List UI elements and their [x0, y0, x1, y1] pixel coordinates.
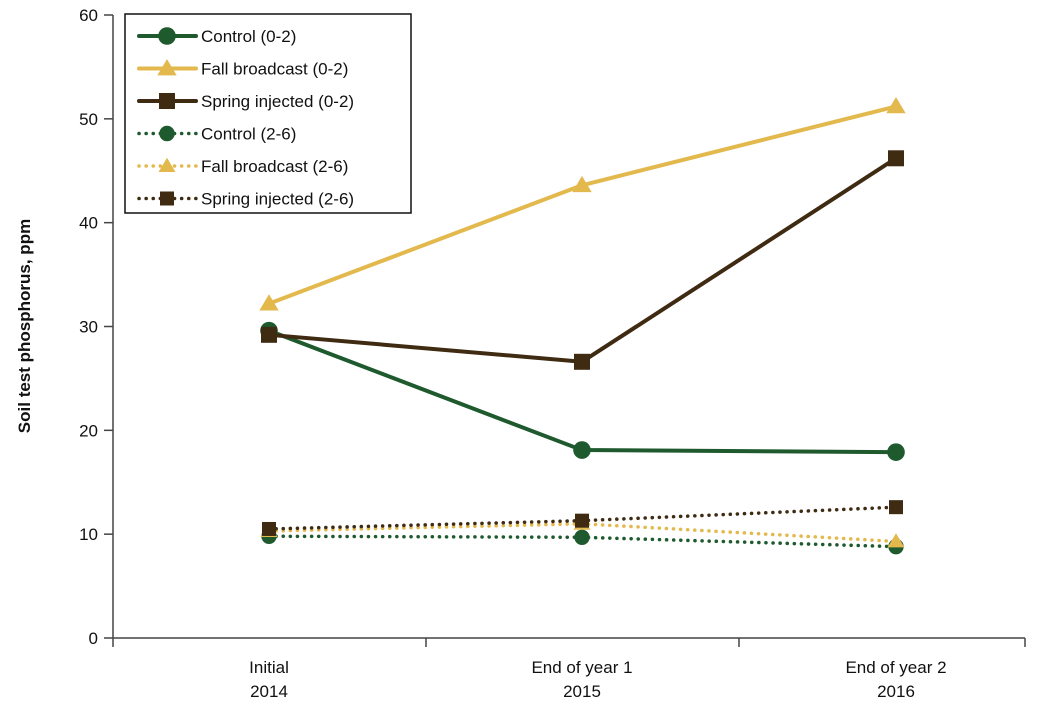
legend: Control (0-2) Fall broadcast (0-2) Spring …: [124, 13, 412, 214]
y-tick-label: 20: [79, 421, 98, 440]
series-3: [261, 528, 904, 555]
x-tick-label: 2016: [877, 682, 915, 701]
x-tick-label: End of year 1: [531, 658, 632, 677]
legend-item: Fall broadcast (0-2): [137, 59, 348, 79]
data-point: [573, 441, 591, 459]
data-point: [574, 353, 590, 370]
data-point: [887, 533, 905, 548]
legend-label: Fall broadcast (2-6): [201, 157, 348, 176]
legend-item: Spring injected (0-2): [137, 92, 354, 111]
legend-item: Spring injected (2-6): [137, 190, 354, 209]
data-point: [262, 521, 276, 536]
x-tick-label: 2015: [563, 682, 601, 701]
legend-box: [124, 13, 412, 214]
x-axis: Initial 2014 End of year 1 2015 End of year …: [112, 637, 1026, 701]
y-tick-label: 40: [79, 214, 98, 233]
legend-marker: [157, 59, 177, 76]
y-tick-label: 60: [79, 6, 98, 25]
legend-label: Control (0-2): [201, 27, 296, 46]
y-tick-label: 50: [79, 110, 98, 129]
series-5: [262, 500, 903, 536]
data-point: [574, 529, 590, 545]
x-tick-label: 2014: [250, 682, 288, 701]
legend-label: Spring injected (0-2): [201, 92, 354, 111]
legend-label: Spring injected (2-6): [201, 190, 354, 209]
data-point: [887, 443, 905, 461]
x-axis-ticks: Initial 2014 End of year 1 2015 End of year …: [112, 638, 1026, 701]
x-tick-label: Initial: [249, 658, 289, 677]
x-tick-label: End of year 2: [845, 658, 946, 677]
data-point: [259, 294, 279, 311]
legend-item: Control (2-6): [137, 125, 296, 144]
data-point: [889, 500, 903, 515]
y-axis: 0 10 20 30 40 50 60: [79, 6, 114, 648]
data-point: [261, 326, 277, 343]
data-point: [572, 175, 592, 193]
series-2: [261, 150, 904, 370]
data-point: [888, 150, 904, 167]
y-tick-label: 30: [79, 318, 98, 337]
y-axis-title: Soil test phosphorus, ppm: [15, 219, 34, 433]
legend-marker: [160, 191, 174, 206]
legend-marker: [159, 93, 175, 109]
series-layer: [259, 96, 906, 555]
series-line: [267, 328, 898, 455]
legend-item: Control (0-2): [137, 27, 296, 46]
y-tick-label: 10: [79, 525, 98, 544]
data-point: [575, 513, 589, 528]
series-1: [259, 96, 906, 311]
legend-marker: [159, 125, 175, 142]
legend-marker: [158, 27, 176, 45]
y-axis-ticks: 0 10 20 30 40 50 60: [79, 6, 113, 648]
legend-label: Control (2-6): [201, 125, 296, 144]
y-tick-label: 0: [89, 629, 98, 648]
data-point: [886, 96, 906, 114]
legend-item: Fall broadcast (2-6): [137, 157, 348, 176]
legend-label: Fall broadcast (0-2): [201, 60, 348, 79]
legend-marker: [158, 157, 176, 172]
